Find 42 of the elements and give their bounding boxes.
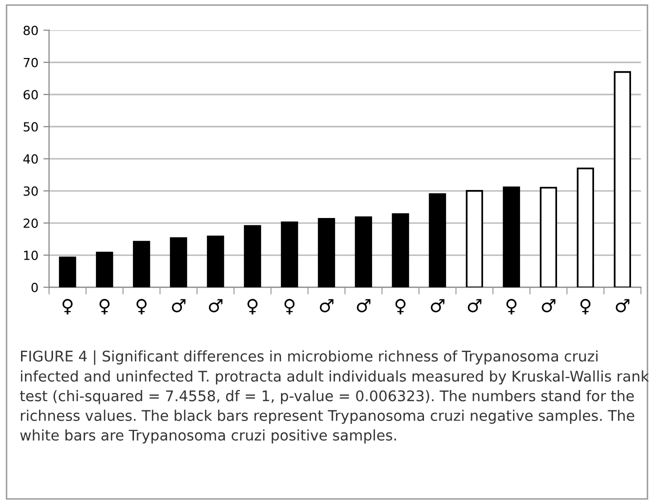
x-tick-label: ♂ (208, 299, 222, 312)
bar (318, 218, 336, 288)
y-tick-label: 10 (24, 250, 38, 260)
x-tick-label: ♀ (506, 298, 517, 314)
x-tick-label: ♂ (320, 299, 334, 312)
x-tick-label: ♀ (62, 298, 73, 314)
bar (244, 225, 262, 288)
caption: FIGURE 4 | Significant differences in microbiome richness of Trypanosoma cruzi infected and uninfected T. protracta adult individuals measured by Kruskal-Wallis rank test (chi-squared = 7.4558, df = 1, p-value = 0.006323). The numbers stand for the richness values. The black bars represent Trypanosoma cruzi negative samples. The white bars are Trypanosoma cruzi positive samples. (20, 350, 649, 444)
bar (354, 216, 372, 288)
bar (614, 71, 632, 288)
x-tick-label: ♂ (356, 299, 370, 312)
x-tick-label: ♂ (172, 299, 186, 312)
y-tick-label: 50 (24, 122, 38, 132)
bar (466, 190, 484, 288)
y-tick-label: 40 (23, 154, 38, 164)
bar (170, 237, 188, 288)
x-tick-label: ♂ (430, 299, 444, 312)
bar (58, 256, 76, 288)
x-tick-label: ♀ (136, 298, 147, 314)
y-tick-label: 60 (24, 90, 38, 100)
x-tick-label: ♀ (580, 298, 590, 314)
x-tick-label: ♀ (247, 298, 258, 314)
y-tick-label: 0 (32, 282, 38, 292)
bar (96, 252, 114, 288)
y-tick-label: 20 (24, 218, 38, 228)
bar (576, 168, 594, 288)
bar (428, 193, 446, 288)
bar (280, 222, 298, 288)
x-tick-label: ♂ (542, 299, 556, 312)
y-tick-label: 80 (24, 26, 38, 36)
x-tick-label: ♀ (395, 298, 406, 314)
x-tick-label: ♀ (284, 298, 295, 314)
y-tick-label: 70 (24, 58, 38, 68)
x-tick-label: ♂ (468, 299, 482, 312)
bar (206, 236, 224, 288)
y-tick-label: 30 (24, 186, 38, 196)
bar (540, 186, 558, 288)
bar (502, 186, 520, 288)
bar (132, 240, 150, 288)
x-tick-label: ♂ (616, 299, 630, 312)
x-tick-label: ♀ (99, 298, 110, 314)
bar (392, 213, 410, 288)
